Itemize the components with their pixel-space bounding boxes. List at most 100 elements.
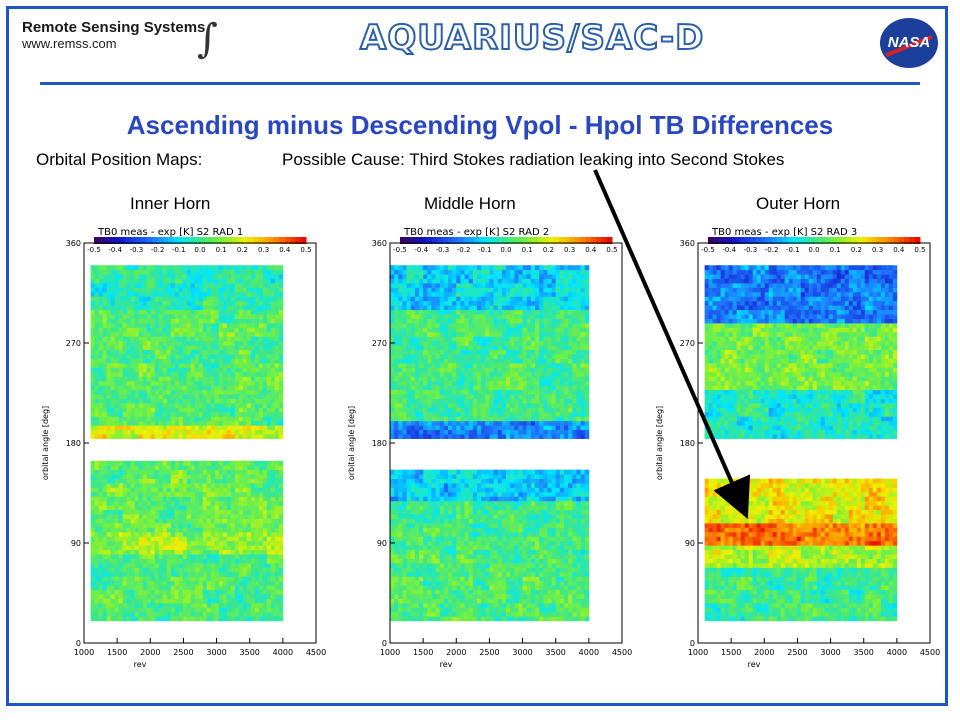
- heatmap-cell: [186, 509, 192, 515]
- heatmap-cell: [551, 531, 557, 537]
- heatmap-cell: [178, 327, 184, 333]
- heatmap-cell: [234, 527, 240, 533]
- heatmap-cell: [194, 527, 200, 533]
- heatmap-cell: [130, 323, 136, 328]
- heatmap-cell: [443, 514, 449, 519]
- heatmap-cell: [510, 536, 515, 542]
- heatmap-cell: [410, 607, 416, 613]
- heatmap-cell: [230, 603, 236, 608]
- heatmap-cell: [485, 576, 490, 582]
- heatmap-cell: [134, 349, 140, 355]
- heatmap-cell: [174, 385, 180, 391]
- heatmap-cell: [439, 540, 445, 546]
- heatmap-cell: [242, 527, 248, 533]
- heatmap-cell: [206, 611, 212, 617]
- heatmap-cell: [501, 607, 507, 613]
- heatmap-cell: [472, 531, 478, 537]
- heatmap-cell: [485, 518, 490, 524]
- heatmap-cell: [230, 491, 236, 497]
- heatmap-cell: [584, 563, 590, 568]
- heatmap-cell: [250, 274, 256, 279]
- heatmap-cell: [423, 540, 428, 546]
- heatmap-cell: [106, 500, 112, 506]
- heatmap-cell: [166, 505, 172, 511]
- heatmap-cell: [258, 363, 264, 368]
- heatmap-cell: [170, 318, 176, 324]
- heatmap-cell: [559, 514, 565, 519]
- heatmap-cell: [118, 345, 124, 351]
- heatmap-cell: [182, 269, 188, 275]
- heatmap-cell: [206, 340, 212, 346]
- heatmap-cell: [178, 616, 184, 622]
- heatmap-cell: [194, 327, 200, 333]
- heatmap-cell: [246, 460, 252, 466]
- heatmap-cell: [564, 603, 569, 608]
- heatmap-cell: [274, 314, 280, 319]
- heatmap-cell: [94, 349, 100, 355]
- heatmap-cell: [234, 594, 240, 599]
- heatmap-cell: [142, 358, 148, 364]
- heatmap-cell: [126, 296, 132, 302]
- heatmap-cell: [154, 474, 160, 479]
- heatmap-cell: [194, 460, 200, 466]
- heatmap-cell: [178, 518, 184, 524]
- heatmap-cell: [118, 425, 124, 431]
- heatmap-cell: [266, 518, 272, 524]
- heatmap-cell: [142, 460, 148, 466]
- heatmap-cell: [130, 278, 136, 284]
- heatmap-cell: [522, 567, 528, 573]
- heatmap-cell: [186, 314, 192, 319]
- heatmap-cell: [246, 336, 252, 342]
- heatmap-cell: [250, 491, 256, 497]
- heatmap-cell: [186, 580, 192, 586]
- heatmap-cell: [270, 376, 276, 382]
- heatmap-cell: [242, 460, 248, 466]
- heatmap-cell: [394, 580, 399, 586]
- heatmap-cell: [94, 571, 100, 577]
- heatmap-cell: [110, 425, 116, 431]
- heatmap-cell: [114, 354, 120, 359]
- heatmap-cell: [118, 571, 124, 577]
- heatmap-cell: [178, 416, 184, 422]
- heatmap-cell: [576, 563, 581, 568]
- heatmap-cell: [126, 305, 132, 311]
- heatmap-cell: [126, 283, 132, 288]
- heatmap-cell: [555, 518, 561, 524]
- heatmap-cell: [226, 483, 232, 488]
- heatmap-cell: [178, 554, 184, 559]
- heatmap-cell: [530, 576, 536, 582]
- heatmap-cell: [477, 571, 482, 577]
- heatmap-cell: [106, 607, 112, 613]
- heatmap-cell: [142, 274, 148, 279]
- heatmap-cell: [226, 420, 232, 426]
- heatmap-cell: [102, 616, 108, 622]
- heatmap-cell: [226, 474, 232, 479]
- heatmap-cell: [230, 500, 236, 506]
- heatmap-cell: [218, 340, 224, 346]
- heatmap-cell: [448, 571, 453, 577]
- heatmap-cell: [238, 545, 244, 551]
- heatmap-cell: [514, 514, 519, 519]
- heatmap-cell: [210, 283, 216, 288]
- heatmap-cell: [394, 545, 399, 551]
- heatmap-cell: [254, 514, 260, 519]
- heatmap-cell: [170, 540, 176, 546]
- heatmap-cell: [150, 483, 156, 488]
- heatmap-cell: [138, 309, 144, 315]
- heatmap-cell: [194, 478, 200, 484]
- heatmap-cell: [150, 296, 156, 302]
- heatmap-cell: [266, 465, 272, 471]
- heatmap-cell: [138, 460, 144, 466]
- heatmap-cell: [218, 358, 224, 364]
- heatmap-cell: [206, 589, 212, 595]
- heatmap-cell: [226, 585, 232, 591]
- heatmap-cell: [122, 585, 128, 591]
- heatmap-cell: [162, 598, 168, 604]
- heatmap-cell: [98, 331, 104, 337]
- heatmap-cell: [477, 607, 482, 613]
- heatmap-cell: [158, 349, 164, 355]
- heatmap-cell: [202, 367, 208, 373]
- heatmap-cell: [230, 429, 236, 435]
- heatmap-cell: [134, 318, 140, 324]
- heatmap-cell: [142, 425, 148, 431]
